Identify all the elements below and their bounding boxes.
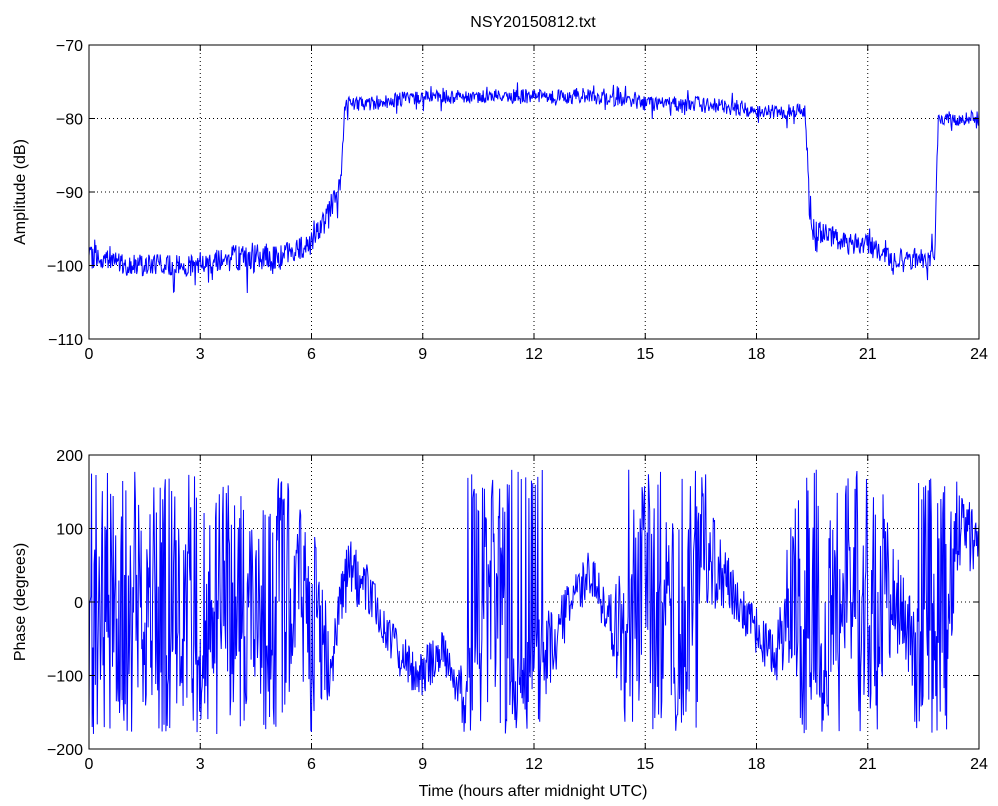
phase-trace bbox=[88, 469, 980, 734]
x-tick-label: 21 bbox=[859, 346, 877, 363]
x-tick-label: 15 bbox=[636, 756, 654, 773]
x-tick-label: 9 bbox=[418, 756, 427, 773]
x-tick-label: 3 bbox=[196, 346, 205, 363]
y-tick-label: −90 bbox=[56, 185, 83, 202]
x-tick-label: 3 bbox=[196, 756, 205, 773]
y-tick-label: 200 bbox=[56, 448, 83, 465]
x-tick-label: 18 bbox=[748, 346, 766, 363]
figure-title: NSY20150812.txt bbox=[470, 14, 596, 31]
y-tick-label: −70 bbox=[56, 38, 83, 55]
plot-frame bbox=[88, 44, 980, 340]
phase-axis-label: Phase (degrees) bbox=[12, 543, 29, 661]
x-tick-label: 12 bbox=[525, 346, 543, 363]
x-tick-label: 24 bbox=[970, 756, 988, 773]
phase-plot: 0 3 6 9 12 15 18 21 24 −200 −100 0 100 200 bbox=[47, 448, 988, 773]
amplitude-trace bbox=[88, 82, 980, 294]
y-tick-label: −100 bbox=[47, 669, 83, 686]
x-tick-label: 0 bbox=[85, 346, 94, 363]
y-tick-label: −110 bbox=[48, 332, 83, 349]
y-tick-label: −100 bbox=[47, 259, 83, 276]
y-tick-label: 0 bbox=[74, 595, 83, 612]
amplitude-plot: 0 3 6 9 12 15 18 21 24 −110 −100 −90 −80 −70 bbox=[47, 38, 988, 363]
x-tick-label: 12 bbox=[525, 756, 543, 773]
y-tick-label: −80 bbox=[56, 112, 83, 129]
x-tick-label: 24 bbox=[970, 346, 988, 363]
time-axis-label: Time (hours after midnight UTC) bbox=[419, 783, 648, 800]
x-tick-label: 21 bbox=[859, 756, 877, 773]
y-tick-label: −200 bbox=[47, 742, 83, 759]
y-tick-label: 100 bbox=[56, 522, 83, 539]
x-tick-label: 0 bbox=[85, 756, 94, 773]
x-tick-label: 15 bbox=[636, 346, 654, 363]
x-tick-label: 18 bbox=[748, 756, 766, 773]
plot-frame bbox=[88, 454, 980, 750]
x-tick-label: 9 bbox=[418, 346, 427, 363]
x-tick-label: 6 bbox=[307, 756, 316, 773]
amplitude-axis-label: Amplitude (dB) bbox=[12, 139, 29, 245]
x-tick-label: 6 bbox=[307, 346, 316, 363]
